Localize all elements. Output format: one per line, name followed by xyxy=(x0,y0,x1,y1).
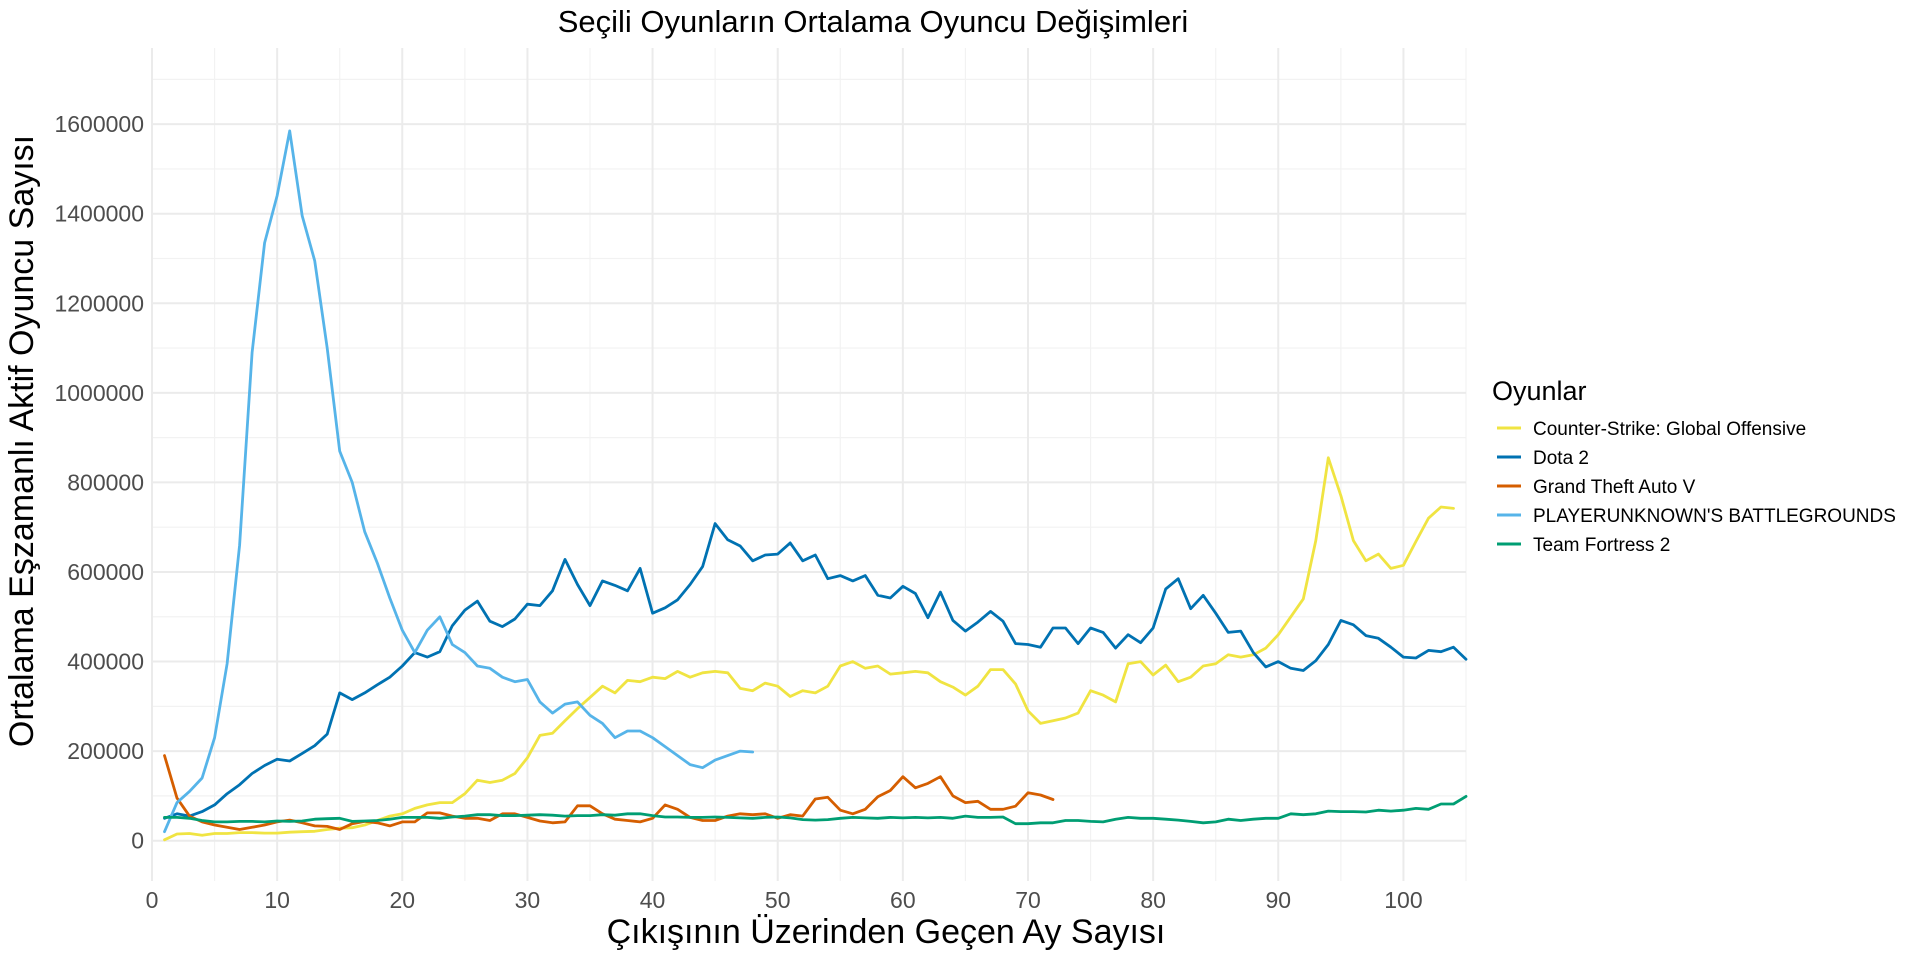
x-tick-label: 60 xyxy=(890,887,916,913)
grid-lines xyxy=(151,48,1467,881)
legend-items: Counter-Strike: Global Offensive Dota 2 Gr… xyxy=(1497,419,1896,556)
y-tick-label: 1400000 xyxy=(54,201,144,227)
x-tick-label: 70 xyxy=(1015,887,1041,913)
x-axis-ticks: 0 10 20 30 40 50 60 70 80 90 100 xyxy=(146,887,1423,913)
legend-item: Grand Theft Auto V xyxy=(1497,477,1696,498)
x-tick-label: 10 xyxy=(264,887,290,913)
x-tick-label: 50 xyxy=(765,887,791,913)
legend-label: Counter-Strike: Global Offensive xyxy=(1533,419,1806,440)
series-line-2 xyxy=(163,522,1468,820)
legend-item: Dota 2 xyxy=(1497,448,1589,469)
y-tick-label: 0 xyxy=(131,828,144,854)
legend: Oyunlar Counter-Strike: Global Offensive… xyxy=(1492,376,1896,556)
y-tick-label: 600000 xyxy=(67,559,144,585)
legend-label: PLAYERUNKNOWN'S BATTLEGROUNDS xyxy=(1533,506,1896,527)
legend-title: Oyunlar xyxy=(1492,376,1587,406)
y-tick-label: 1000000 xyxy=(54,380,144,406)
y-tick-label: 200000 xyxy=(67,738,144,764)
legend-item: Team Fortress 2 xyxy=(1497,535,1670,556)
x-tick-label: 40 xyxy=(640,887,666,913)
x-tick-label: 0 xyxy=(146,887,159,913)
y-tick-label: 1600000 xyxy=(54,111,144,137)
series-lines xyxy=(163,129,1468,842)
chart-title: Seçili Oyunların Ortalama Oyuncu Değişim… xyxy=(558,4,1189,39)
legend-label: Dota 2 xyxy=(1533,448,1589,469)
series-line-1 xyxy=(163,456,1455,842)
legend-item: Counter-Strike: Global Offensive xyxy=(1497,419,1806,440)
x-tick-label: 20 xyxy=(389,887,415,913)
x-tick-label: 30 xyxy=(515,887,541,913)
y-tick-label: 800000 xyxy=(67,469,144,495)
y-tick-label: 400000 xyxy=(67,649,144,675)
series-line-4 xyxy=(163,129,755,834)
x-axis-label: Çıkışının Üzerinden Geçen Ay Sayısı xyxy=(607,913,1166,951)
series-line-3 xyxy=(163,754,1055,831)
x-tick-label: 100 xyxy=(1384,887,1422,913)
legend-label: Team Fortress 2 xyxy=(1533,535,1670,556)
x-tick-label: 80 xyxy=(1140,887,1166,913)
plot-panel xyxy=(151,48,1468,881)
legend-item: PLAYERUNKNOWN'S BATTLEGROUNDS xyxy=(1497,506,1896,527)
legend-label: Grand Theft Auto V xyxy=(1533,477,1696,498)
series-line-5 xyxy=(163,795,1468,826)
x-tick-label: 90 xyxy=(1265,887,1291,913)
y-axis-ticks: 0 200000 400000 600000 800000 1000000 1200000 1… xyxy=(54,111,144,854)
y-tick-label: 1200000 xyxy=(54,290,144,316)
y-axis-label: Ortalama Eşzamanlı Aktif Oyuncu Sayısı xyxy=(3,135,41,747)
